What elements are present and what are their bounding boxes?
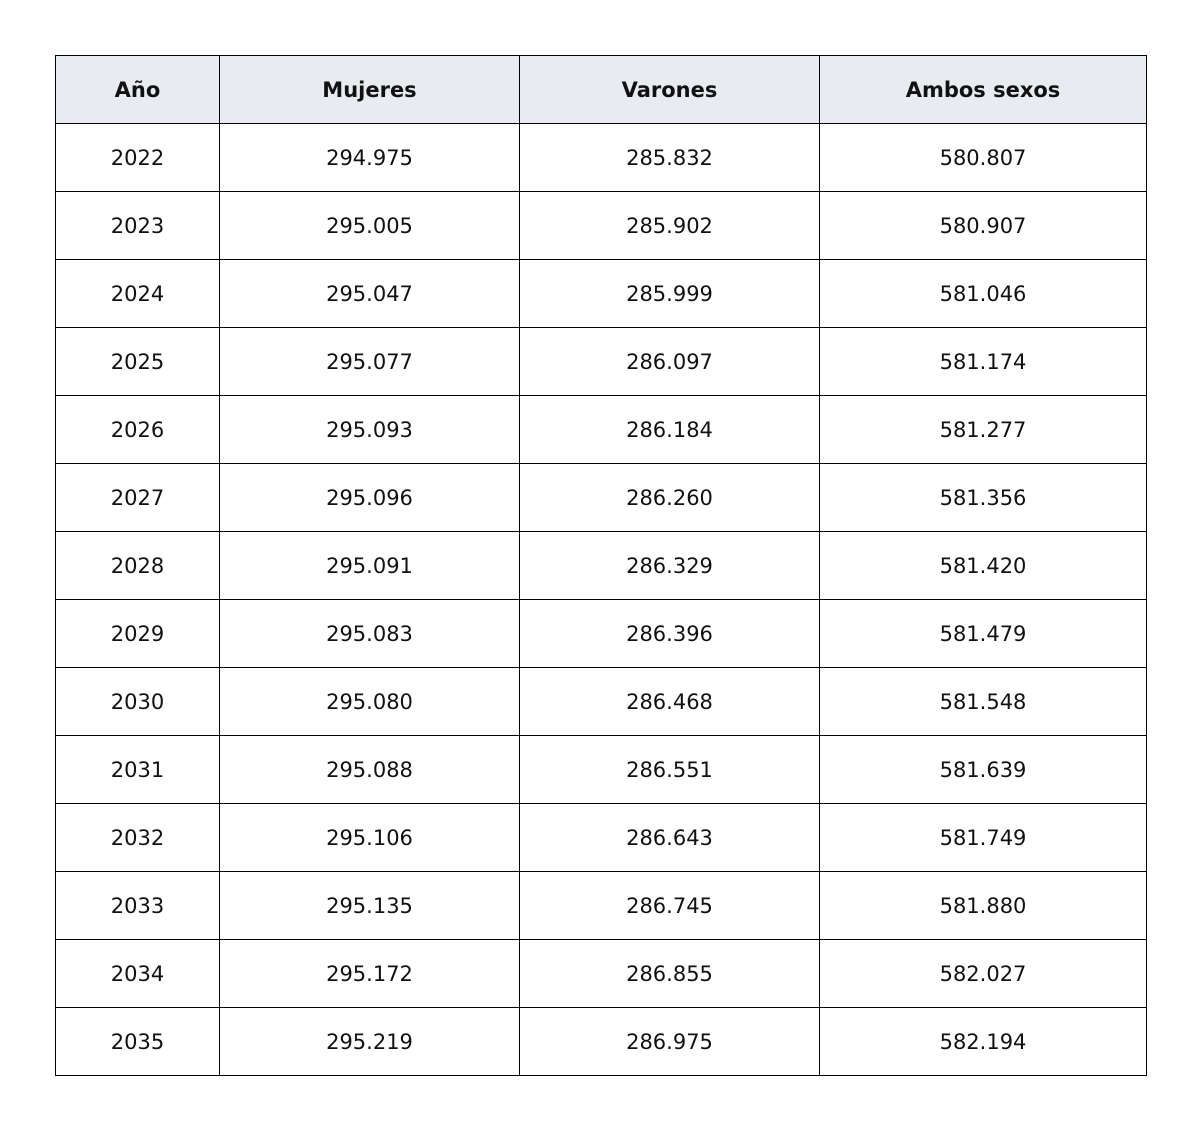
table-row: 2031 295.088 286.551 581.639 (55, 735, 1147, 804)
data-table: Año Mujeres Varones Ambos sexos 2022 294.975… (55, 55, 1147, 1076)
value-cell: 581.479 (819, 599, 1147, 668)
year-cell: 2031 (55, 735, 220, 804)
value-cell: 295.083 (219, 599, 520, 668)
value-cell: 295.091 (219, 531, 520, 600)
value-cell: 581.046 (819, 259, 1147, 328)
value-cell: 295.093 (219, 395, 520, 464)
year-cell: 2023 (55, 191, 220, 260)
value-cell: 295.088 (219, 735, 520, 804)
header-row: Año Mujeres Varones Ambos sexos (55, 55, 1147, 124)
table-row: 2027 295.096 286.260 581.356 (55, 463, 1147, 532)
year-cell: 2035 (55, 1007, 220, 1076)
value-cell: 580.907 (819, 191, 1147, 260)
value-cell: 295.135 (219, 871, 520, 940)
table-body: 2022 294.975 285.832 580.807 2023 295.005 285.… (55, 123, 1147, 1076)
value-cell: 295.096 (219, 463, 520, 532)
value-cell: 286.329 (519, 531, 820, 600)
value-cell: 285.902 (519, 191, 820, 260)
value-cell: 295.047 (219, 259, 520, 328)
value-cell: 581.420 (819, 531, 1147, 600)
value-cell: 286.551 (519, 735, 820, 804)
table-row: 2022 294.975 285.832 580.807 (55, 123, 1147, 192)
value-cell: 285.832 (519, 123, 820, 192)
value-cell: 295.219 (219, 1007, 520, 1076)
value-cell: 294.975 (219, 123, 520, 192)
value-cell: 581.174 (819, 327, 1147, 396)
value-cell: 581.749 (819, 803, 1147, 872)
year-cell: 2032 (55, 803, 220, 872)
value-cell: 295.172 (219, 939, 520, 1008)
header-cell: Varones (519, 55, 820, 124)
value-cell: 286.184 (519, 395, 820, 464)
year-cell: 2026 (55, 395, 220, 464)
value-cell: 582.027 (819, 939, 1147, 1008)
table-row: 2030 295.080 286.468 581.548 (55, 667, 1147, 736)
value-cell: 581.277 (819, 395, 1147, 464)
value-cell: 295.080 (219, 667, 520, 736)
table-row: 2024 295.047 285.999 581.046 (55, 259, 1147, 328)
table-row: 2029 295.083 286.396 581.479 (55, 599, 1147, 668)
value-cell: 286.260 (519, 463, 820, 532)
value-cell: 286.396 (519, 599, 820, 668)
year-cell: 2034 (55, 939, 220, 1008)
table-row: 2028 295.091 286.329 581.420 (55, 531, 1147, 600)
value-cell: 295.005 (219, 191, 520, 260)
year-cell: 2028 (55, 531, 220, 600)
value-cell: 580.807 (819, 123, 1147, 192)
table-row: 2025 295.077 286.097 581.174 (55, 327, 1147, 396)
value-cell: 582.194 (819, 1007, 1147, 1076)
year-cell: 2024 (55, 259, 220, 328)
year-cell: 2029 (55, 599, 220, 668)
header-cell: Mujeres (219, 55, 520, 124)
value-cell: 286.097 (519, 327, 820, 396)
value-cell: 286.855 (519, 939, 820, 1008)
year-cell: 2027 (55, 463, 220, 532)
table-row: 2032 295.106 286.643 581.749 (55, 803, 1147, 872)
table-row: 2023 295.005 285.902 580.907 (55, 191, 1147, 260)
value-cell: 295.106 (219, 803, 520, 872)
header-cell: Ambos sexos (819, 55, 1147, 124)
year-cell: 2033 (55, 871, 220, 940)
value-cell: 286.468 (519, 667, 820, 736)
value-cell: 286.643 (519, 803, 820, 872)
value-cell: 581.548 (819, 667, 1147, 736)
value-cell: 581.356 (819, 463, 1147, 532)
value-cell: 295.077 (219, 327, 520, 396)
value-cell: 581.639 (819, 735, 1147, 804)
table-row: 2026 295.093 286.184 581.277 (55, 395, 1147, 464)
year-cell: 2030 (55, 667, 220, 736)
header-cell: Año (55, 55, 220, 124)
value-cell: 581.880 (819, 871, 1147, 940)
value-cell: 286.975 (519, 1007, 820, 1076)
table-row: 2035 295.219 286.975 582.194 (55, 1007, 1147, 1076)
value-cell: 285.999 (519, 259, 820, 328)
year-cell: 2025 (55, 327, 220, 396)
value-cell: 286.745 (519, 871, 820, 940)
year-cell: 2022 (55, 123, 220, 192)
table-row: 2034 295.172 286.855 582.027 (55, 939, 1147, 1008)
table-row: 2033 295.135 286.745 581.880 (55, 871, 1147, 940)
